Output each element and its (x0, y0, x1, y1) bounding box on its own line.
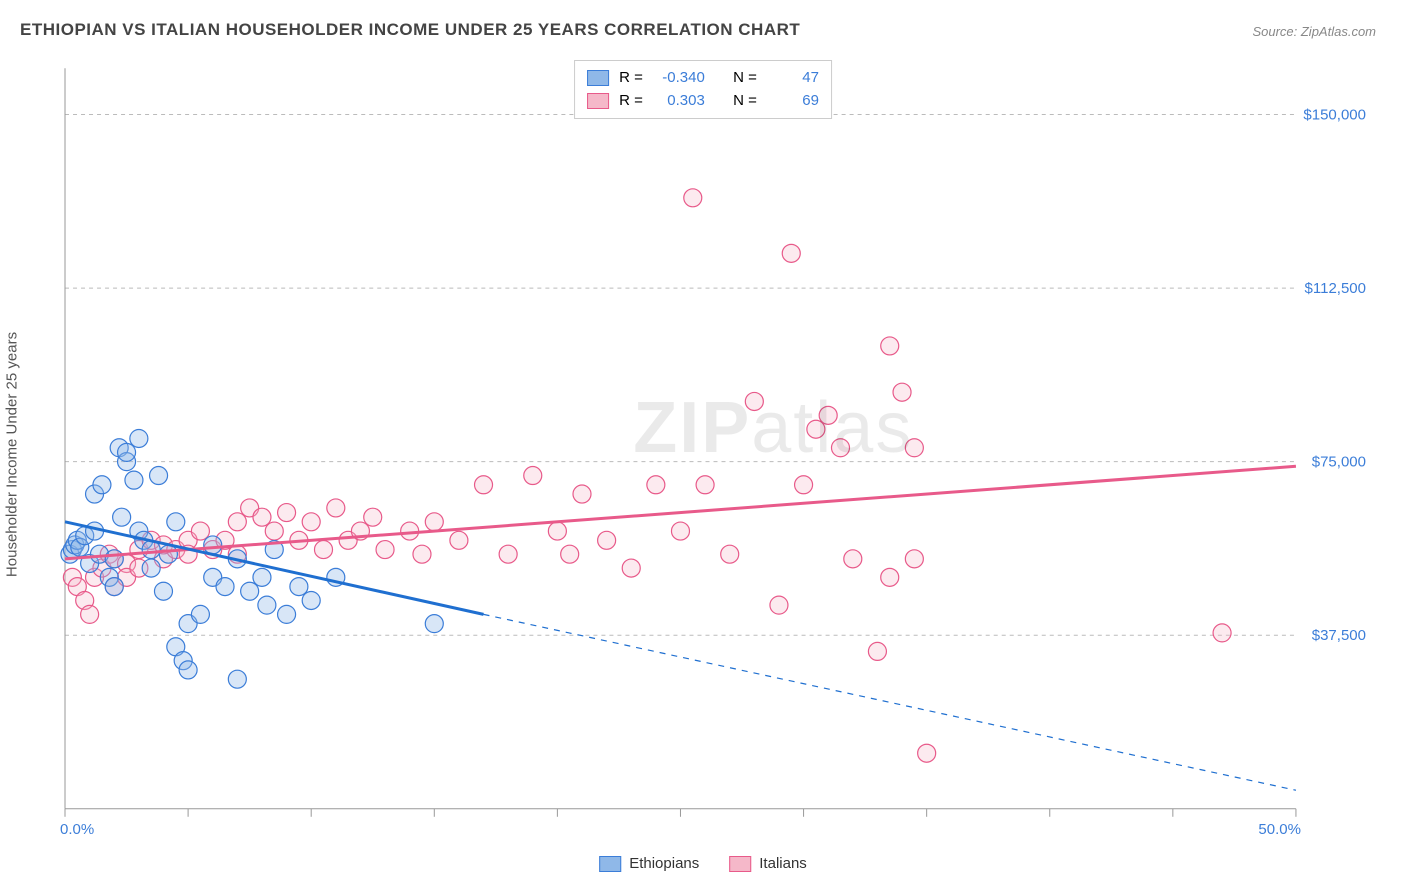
swatch-ethiopians-icon (599, 856, 621, 872)
y-axis-label: Householder Income Under 25 years (4, 332, 21, 577)
legend-stats-row-a: R = -0.340 N = 47 (587, 67, 819, 90)
scatter-svg: $37,500 $75,000 $112,500 $150,000 0.0% 50.0% (55, 55, 1376, 842)
svg-text:$75,000: $75,000 (1312, 454, 1366, 471)
svg-text:$150,000: $150,000 (1303, 107, 1366, 124)
legend-stats-row-b: R = 0.303 N = 69 (587, 90, 819, 113)
swatch-italians-icon (587, 93, 609, 109)
svg-text:$112,500: $112,500 (1305, 280, 1366, 297)
legend-item-italians: Italians (729, 855, 807, 872)
svg-text:0.0%: 0.0% (60, 821, 94, 838)
series-a-name: Ethiopians (629, 855, 699, 872)
n-value-a: 47 (767, 67, 819, 90)
svg-text:50.0%: 50.0% (1258, 821, 1301, 838)
swatch-italians-icon (729, 856, 751, 872)
swatch-ethiopians-icon (587, 70, 609, 86)
r-label: R = (619, 90, 643, 113)
legend-bottom: Ethiopians Italians (599, 855, 807, 872)
source-credit: Source: ZipAtlas.com (1252, 24, 1376, 39)
n-label: N = (733, 90, 757, 113)
n-value-b: 69 (767, 90, 819, 113)
series-b-name: Italians (759, 855, 807, 872)
svg-text:$37,500: $37,500 (1312, 627, 1366, 644)
r-value-b: 0.303 (653, 90, 705, 113)
legend-item-ethiopians: Ethiopians (599, 855, 699, 872)
r-label: R = (619, 67, 643, 90)
chart-title: ETHIOPIAN VS ITALIAN HOUSEHOLDER INCOME … (20, 20, 800, 40)
legend-stats-box: R = -0.340 N = 47 R = 0.303 N = 69 (574, 60, 832, 119)
r-value-a: -0.340 (653, 67, 705, 90)
n-label: N = (733, 67, 757, 90)
chart-plot-area: $37,500 $75,000 $112,500 $150,000 0.0% 50.0% (55, 55, 1376, 842)
